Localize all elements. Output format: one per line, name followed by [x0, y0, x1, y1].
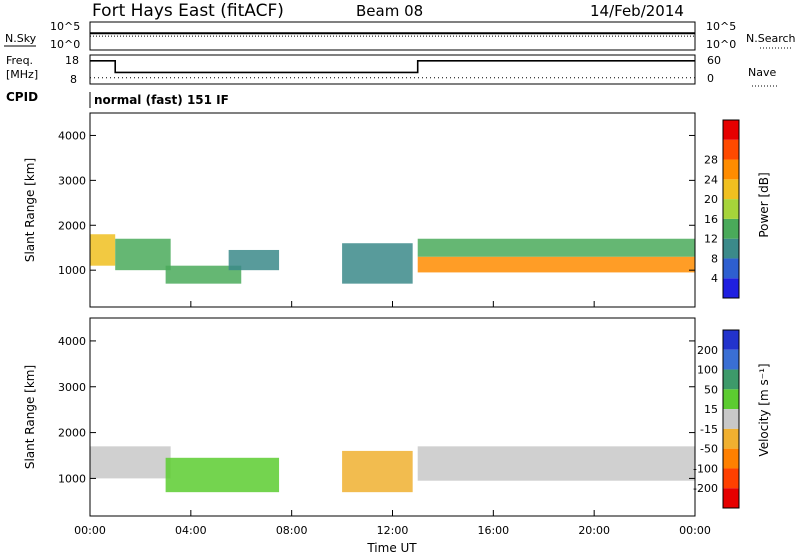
y-tick-label: 2000 — [58, 427, 86, 440]
x-tick-label: 16:00 — [477, 524, 509, 537]
nsky-label: N.Sky — [5, 32, 37, 45]
station-title: Fort Hays East (fitACF) — [92, 1, 284, 21]
nsky-series-lines — [90, 32, 695, 37]
velData-region-1 — [165, 457, 280, 493]
velocity-colorbar: 200 100 50 15 -15 -50 -100 -200 — [693, 329, 740, 509]
cpid-label: CPID — [6, 90, 38, 104]
powerData-region-0 — [90, 234, 116, 266]
colorbar-tick-label: 20 — [704, 193, 718, 206]
velocity-colorbar-label: Velocity [m s⁻¹] — [757, 363, 771, 456]
colorbar-tick-label: 50 — [704, 383, 718, 396]
x-tick-label: 00:00 — [679, 524, 711, 537]
velocity-y-ticks: 1000 2000 3000 4000 — [58, 335, 695, 485]
velocity-heatmap — [90, 446, 695, 493]
colorbar-swatch — [723, 179, 739, 200]
freq-label: Freq. — [6, 54, 33, 67]
x-tick-label: 08:00 — [276, 524, 308, 537]
freq-line — [90, 59, 695, 74]
power-colorbar: 4 8 12 16 20 24 28 — [704, 119, 740, 299]
y-tick-label: 3000 — [58, 381, 86, 394]
colorbar-swatch — [723, 428, 739, 449]
y-tick-label: 4000 — [58, 335, 86, 348]
colorbar-tick-label: 24 — [704, 173, 718, 186]
power-y-ticks: 1000 2000 3000 4000 — [58, 129, 695, 277]
colorbar-swatch — [723, 159, 739, 180]
colorbar-swatch — [723, 278, 739, 298]
colorbar-frame — [722, 119, 740, 299]
colorbar-swatch — [723, 199, 739, 219]
y-tick-label: 2000 — [58, 219, 86, 232]
nsky-tick-top: 10^5 — [50, 20, 80, 33]
colorbar-swatch — [723, 258, 739, 279]
nsearch-tick-bottom: 10^0 — [706, 38, 736, 51]
colorbar-tick-label: 12 — [704, 233, 718, 246]
nave-tick-top: 60 — [707, 54, 721, 67]
x-tick-label: 00:00 — [74, 524, 106, 537]
colorbar-swatch — [723, 349, 739, 370]
colorbar-swatch — [723, 218, 739, 239]
y-tick-label: 1000 — [58, 472, 86, 485]
x-axis-ticks: 00:00 04:00 08:00 12:00 16:00 20:00 00:00 — [74, 301, 711, 537]
power-heatmap — [90, 234, 695, 284]
colorbar-tick-label: -100 — [693, 462, 718, 475]
colorbar-swatch — [723, 409, 739, 429]
x-axis-label: Time UT — [366, 541, 417, 554]
colorbar-tick-label: 200 — [697, 344, 718, 357]
power-colorbar-label: Power [dB] — [757, 172, 771, 237]
colorbar-tick-label: 100 — [697, 364, 718, 377]
x-tick-label: 12:00 — [377, 524, 409, 537]
powerData-region-4 — [342, 243, 413, 284]
x-tick-label: 04:00 — [175, 524, 207, 537]
colorbar-frame — [722, 329, 740, 509]
nsearch-tick-top: 10^5 — [706, 20, 736, 33]
cpid-value: normal (fast) 151 IF — [94, 93, 229, 107]
x-tick-label: 20:00 — [578, 524, 610, 537]
freq-tick-bottom: 8 — [70, 73, 77, 86]
colorbar-tick-label: 8 — [711, 252, 718, 265]
y-tick-label: 4000 — [58, 129, 86, 142]
colorbar-tick-label: -200 — [693, 482, 718, 495]
velocity-ylabel: Slant Range [km] — [23, 365, 37, 469]
colorbar-tick-label: 15 — [704, 403, 718, 416]
colorbar-tick-label: 28 — [704, 154, 718, 167]
powerData-region-2 — [165, 265, 242, 284]
colorbar-tick-label: 4 — [711, 272, 718, 285]
y-tick-label: 1000 — [58, 264, 86, 277]
colorbar-swatch — [723, 238, 739, 259]
nave-label: Nave — [748, 66, 776, 79]
freq-tick-top: 18 — [65, 54, 79, 67]
powerData-region-6 — [417, 238, 695, 257]
powerData-region-5 — [417, 256, 695, 273]
nsearch-label: N.Search — [746, 32, 796, 45]
colorbar-swatch — [723, 448, 739, 469]
colorbar-tick-label: 16 — [704, 213, 718, 226]
colorbar-tick-label: -50 — [700, 443, 718, 456]
freq-panel-frame — [89, 54, 696, 85]
velData-region-0 — [90, 446, 171, 479]
velData-region-3 — [417, 446, 695, 481]
velData-region-2 — [342, 450, 413, 493]
colorbar-swatch — [723, 468, 739, 489]
colorbar-swatch — [723, 330, 739, 350]
colorbar-swatch — [723, 389, 739, 410]
freq-series-lines — [90, 59, 695, 79]
colorbar-tick-label: -15 — [700, 423, 718, 436]
colorbar-swatch — [723, 488, 739, 508]
y-tick-label: 3000 — [58, 174, 86, 187]
colorbar-swatch — [723, 120, 739, 140]
date-title: 14/Feb/2014 — [590, 2, 684, 20]
powerData-region-1 — [115, 238, 171, 271]
beam-title: Beam 08 — [356, 2, 423, 20]
colorbar-swatch — [723, 139, 739, 160]
nave-tick-bottom: 0 — [707, 72, 714, 85]
nsky-tick-bottom: 10^0 — [50, 38, 80, 51]
freq-unit-label: [MHz] — [6, 68, 38, 81]
powerData-region-3 — [228, 249, 280, 271]
power-ylabel: Slant Range [km] — [23, 158, 37, 262]
colorbar-swatch — [723, 369, 739, 390]
